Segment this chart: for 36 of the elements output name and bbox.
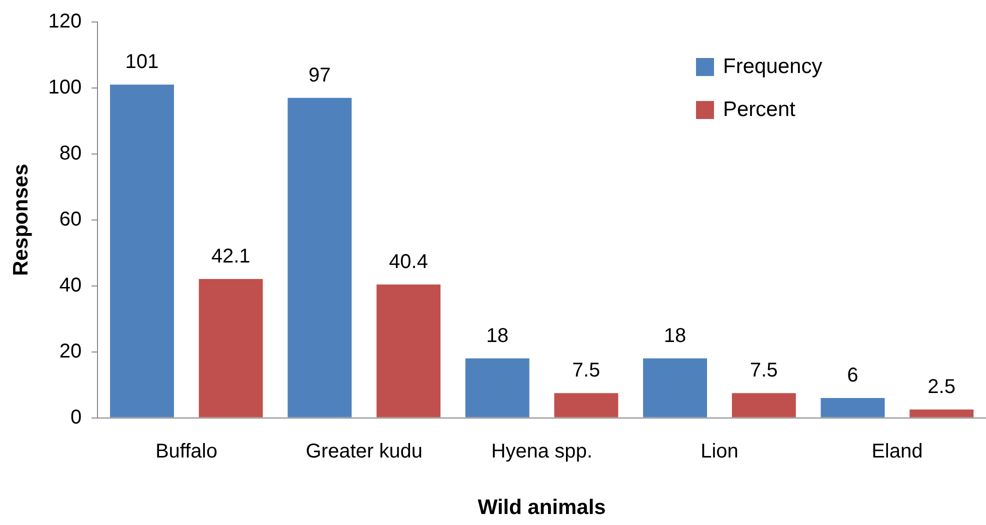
bar (110, 84, 174, 418)
data-label: 97 (308, 64, 331, 86)
x-tick-label: Lion (700, 440, 738, 462)
bar (465, 358, 530, 418)
bar (643, 358, 708, 418)
bar (376, 284, 441, 418)
y-axis-title: Responses (9, 164, 32, 276)
x-tick-label: Buffalo (155, 440, 218, 462)
x-tick-label: Hyena spp. (491, 440, 592, 462)
data-label: 6 (847, 364, 858, 387)
bar (820, 398, 885, 418)
data-label: 7.5 (572, 360, 600, 382)
y-tick-label: 100 (48, 76, 82, 98)
data-label: 18 (486, 324, 508, 347)
y-tick-label: 0 (70, 406, 82, 428)
x-tick-label: Greater kudu (306, 440, 422, 462)
data-label: 42.1 (211, 245, 250, 268)
y-tick-label: 80 (59, 142, 82, 164)
bar (910, 410, 974, 418)
data-label: 7.5 (750, 360, 778, 382)
y-tick-label: 60 (59, 208, 82, 230)
data-label: 40.4 (389, 251, 428, 274)
bar (288, 98, 352, 418)
bar (554, 393, 618, 418)
bar (198, 278, 263, 418)
y-tick-label: 40 (59, 274, 82, 296)
y-tick-label: 20 (59, 340, 82, 362)
data-label: 101 (125, 51, 159, 74)
legend-label: Frequency (723, 54, 823, 78)
y-tick-label: 120 (48, 10, 82, 33)
x-axis-title: Wild animals (478, 496, 606, 520)
bar (732, 393, 796, 418)
data-label: 18 (664, 324, 686, 347)
x-tick-label: Eland (872, 440, 923, 462)
data-label: 2.5 (928, 376, 956, 398)
legend-label: Percent (723, 98, 796, 121)
